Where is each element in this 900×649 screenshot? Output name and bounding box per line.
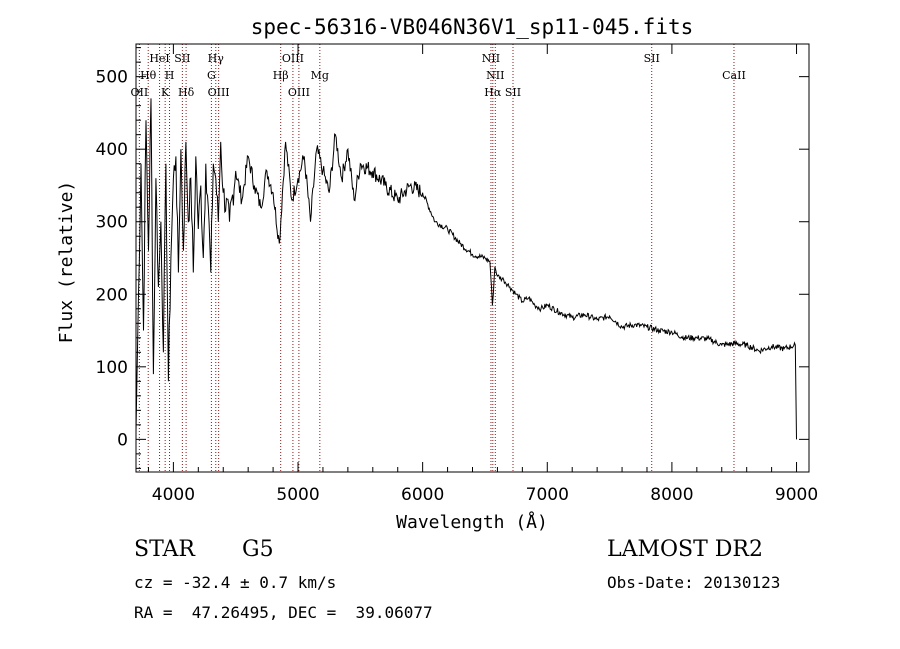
y-axis-label: Flux (relative) (56, 181, 77, 344)
y-axis-ticks: 0 100 200 300 400 500 (96, 47, 809, 469)
object-class-label: STAR (134, 537, 195, 562)
flux-series-line (135, 98, 797, 440)
line-label-mg: Mg (311, 69, 329, 82)
line-label-hβ: Hβ (273, 69, 289, 82)
x-tick-label: 8000 (650, 485, 693, 505)
line-label-h: H (165, 69, 175, 82)
plot-frame (135, 43, 810, 473)
line-label-oiii: OIII (282, 52, 304, 65)
chart-title: spec-56316-VB046N36V1_sp11-045.fits (251, 15, 694, 39)
line-label-oiii: OIII (288, 86, 310, 99)
line-label-sii: SII (644, 52, 660, 65)
line-label-nii: NII (486, 69, 504, 82)
y-tick-label: 300 (96, 213, 128, 233)
line-label-oii: OII (131, 86, 149, 99)
line-label-g: G (207, 69, 216, 82)
line-label-hγ: Hγ (208, 52, 225, 65)
line-label-sii: SII (505, 86, 521, 99)
x-tick-label: 9000 (775, 485, 818, 505)
spectral-subclass: G5 (242, 537, 274, 562)
y-tick-label: 100 (96, 358, 128, 378)
line-label-hα: Hα (484, 86, 502, 99)
x-axis-ticks: 4000 5000 6000 7000 8000 9000 (147, 44, 818, 505)
x-tick-label: 6000 (401, 485, 444, 505)
x-tick-label: 7000 (526, 485, 569, 505)
coordinates-readout: RA = 47.26495, DEC = 39.06077 (134, 603, 433, 622)
emission-line-markers (138, 44, 735, 472)
line-label-hθ: Hθ (140, 69, 157, 82)
line-label-oiii: OIII (208, 86, 230, 99)
x-axis-label: Wavelength (Å) (396, 511, 548, 533)
observation-date: Obs-Date: 20130123 (607, 573, 781, 592)
y-tick-label: 400 (96, 140, 128, 160)
y-tick-label: 200 (96, 285, 128, 305)
emission-line-labels: OIIHθHeIKHSIIHδHγGOIIIOIIIHβOIIIMgNIINII… (131, 52, 746, 99)
line-label-sii: SII (174, 52, 190, 65)
redshift-readout: cz = -32.4 ± 0.7 km/s (134, 573, 337, 592)
y-tick-label: 0 (117, 430, 128, 450)
line-label-k: K (161, 86, 170, 99)
line-label-caii: CaII (722, 69, 746, 82)
y-tick-label: 500 (96, 68, 128, 88)
x-tick-label: 5000 (276, 485, 319, 505)
survey-name: LAMOST DR2 (607, 537, 763, 562)
line-label-hei: HeI (149, 52, 169, 65)
x-tick-label: 4000 (152, 485, 195, 505)
line-label-nii: NII (482, 52, 500, 65)
line-label-hδ: Hδ (178, 86, 195, 99)
